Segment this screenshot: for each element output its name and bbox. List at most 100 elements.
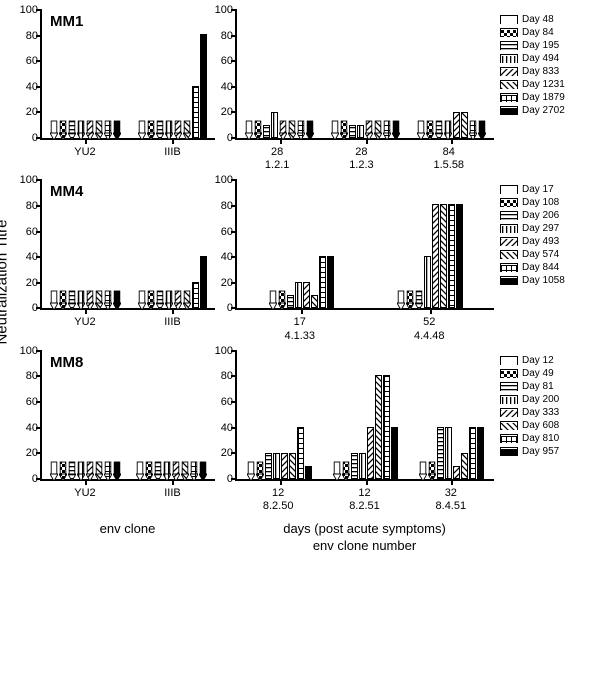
bar	[305, 466, 312, 479]
legend-swatch	[500, 211, 518, 220]
bar	[391, 427, 398, 479]
bar	[311, 295, 318, 308]
legend-item: Day 297	[500, 223, 590, 234]
left-panel: 020406080100MM8	[40, 351, 215, 500]
bar-group	[396, 204, 463, 308]
legend-item: Day 48	[500, 14, 590, 25]
legend-label: Day 1231	[522, 79, 565, 90]
chart-row: 020406080100MM1	[40, 10, 590, 172]
x-tick-label: 524.4.48	[414, 316, 445, 342]
y-tick-label: 100	[203, 345, 233, 357]
bar	[432, 204, 439, 308]
bar	[287, 295, 294, 308]
legend-swatch	[500, 80, 518, 89]
left-panel: 020406080100MM4	[40, 180, 215, 329]
y-tick-label: 20	[8, 447, 38, 459]
bar	[461, 112, 468, 138]
x-tick-label: 281.2.3	[349, 146, 373, 172]
bar	[271, 112, 278, 138]
legend-swatch	[500, 54, 518, 63]
legend-item: Day 574	[500, 249, 590, 260]
y-tick-label: 60	[8, 55, 38, 67]
bar	[424, 256, 431, 308]
legend-label: Day 12	[522, 355, 554, 366]
y-tick-label: 0	[8, 473, 38, 485]
bar	[289, 453, 296, 479]
legend-swatch	[500, 250, 518, 259]
bar	[319, 256, 326, 308]
y-tick-label: 80	[203, 200, 233, 212]
y-tick-label: 20	[203, 447, 233, 459]
y-tick-label: 0	[8, 132, 38, 144]
right-panel: 020406080100	[235, 10, 494, 172]
legend-swatch	[500, 198, 518, 207]
legend-label: Day 17	[522, 184, 554, 195]
legend-swatch	[500, 28, 518, 37]
bar	[461, 453, 468, 479]
bar	[453, 466, 460, 479]
legend-swatch	[500, 224, 518, 233]
legend-item: Day 494	[500, 53, 590, 64]
y-tick-label: 100	[8, 174, 38, 186]
bar	[437, 427, 444, 479]
legend-label: Day 957	[522, 446, 559, 457]
legend-label: Day 49	[522, 368, 554, 379]
bar	[453, 112, 460, 138]
right-panel: 020406080100 128.2.50128.2.51328.4.51	[235, 351, 494, 513]
bar	[440, 204, 447, 308]
y-tick-label: 40	[203, 251, 233, 263]
plot-area: 020406080100MM1	[40, 10, 215, 140]
plot-area: 020406080100MM8	[40, 351, 215, 481]
legend-swatch	[500, 67, 518, 76]
bar	[303, 282, 310, 308]
plot-area: 020406080100	[235, 180, 494, 310]
legend-item: Day 200	[500, 394, 590, 405]
x-tick-label: YU2	[74, 316, 95, 329]
bar	[375, 375, 382, 479]
bar	[357, 125, 364, 138]
legend-label: Day 200	[522, 394, 559, 405]
legend-swatch	[500, 369, 518, 378]
bar-group	[137, 34, 207, 138]
legend-label: Day 195	[522, 40, 559, 51]
legend-swatch	[500, 356, 518, 365]
legend-label: Day 494	[522, 53, 559, 64]
bar	[265, 453, 272, 479]
legend-label: Day 493	[522, 236, 559, 247]
legend-swatch	[500, 395, 518, 404]
bar	[273, 453, 280, 479]
bar	[297, 427, 304, 479]
x-tick-label: 841.5.58	[433, 146, 464, 172]
x-tick-label: 174.1.33	[284, 316, 315, 342]
y-tick-label: 60	[8, 226, 38, 238]
bar	[367, 427, 374, 479]
legend-item: Day 49	[500, 368, 590, 379]
x-tick-label: IIIB	[164, 316, 181, 329]
legend-label: Day 833	[522, 66, 559, 77]
y-tick-label: 60	[203, 396, 233, 408]
legend-item: Day 1231	[500, 79, 590, 90]
y-tick-label: 0	[203, 132, 233, 144]
y-tick-label: 20	[8, 277, 38, 289]
legend-label: Day 574	[522, 249, 559, 260]
chart-row: 020406080100MM8	[40, 351, 590, 513]
y-tick-label: 20	[203, 106, 233, 118]
figure: Neutralization Titre 020406080100MM1	[10, 10, 590, 555]
y-tick-label: 40	[203, 422, 233, 434]
y-tick-label: 100	[203, 174, 233, 186]
legend-item: Day 81	[500, 381, 590, 392]
legend-swatch	[500, 106, 518, 115]
legend-item: Day 2702	[500, 105, 590, 116]
bar-group	[137, 256, 207, 308]
x-tick-label: YU2	[74, 146, 95, 159]
legend-swatch	[500, 434, 518, 443]
legend-label: Day 81	[522, 381, 554, 392]
legend: Day 48Day 84Day 195Day 494Day 833Day 123…	[500, 14, 590, 118]
y-tick-label: 80	[203, 370, 233, 382]
bar-group	[245, 112, 315, 138]
legend-label: Day 333	[522, 407, 559, 418]
y-tick-label: 100	[203, 4, 233, 16]
legend-item: Day 195	[500, 40, 590, 51]
legend-label: Day 108	[522, 197, 559, 208]
legend-swatch	[500, 237, 518, 246]
